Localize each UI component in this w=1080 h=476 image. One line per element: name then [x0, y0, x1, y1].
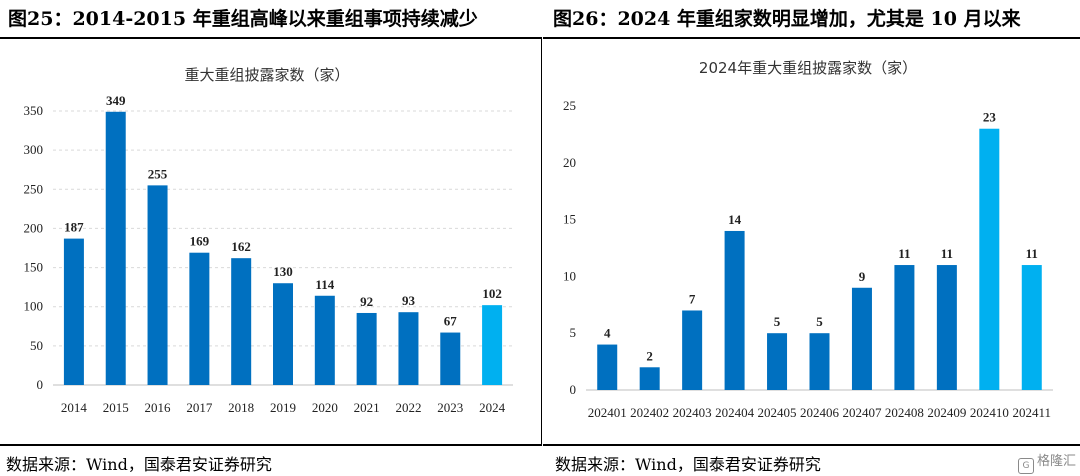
right-y-tick-label: 10: [563, 268, 576, 283]
right-x-tick-label: 202408: [885, 405, 924, 420]
left-x-tick-label: 2014: [61, 400, 88, 415]
right-top-rule: [543, 37, 1080, 39]
right-x-tick-label: 202403: [673, 405, 712, 420]
right-data-label: 4: [604, 326, 611, 341]
left-y-tick-label: 150: [24, 260, 44, 275]
right-chart-title: 2024年重大重组披露家数（家）: [699, 59, 917, 77]
left-x-tick-label: 2022: [395, 400, 421, 415]
panel-divider: [541, 37, 542, 446]
right-bar: [936, 265, 957, 390]
left-y-tick-label: 200: [24, 220, 44, 235]
right-x-tick-label: 202401: [588, 405, 627, 420]
left-bar: [398, 312, 419, 385]
left-top-rule: [0, 37, 541, 39]
left-panel: 图25：2014-2015 年重组高峰以来重组事项持续减少 重大重组披露家数（家…: [0, 8, 541, 474]
right-bar: [979, 128, 1000, 390]
right-data-label: 5: [774, 314, 781, 329]
left-bar: [189, 252, 210, 385]
right-x-tick-label: 202405: [758, 405, 797, 420]
right-y-tick-label: 20: [563, 155, 576, 170]
left-data-label: 255: [148, 166, 168, 181]
left-x-tick-label: 2015: [103, 400, 129, 415]
right-data-label: 14: [728, 212, 742, 227]
right-bottom-rule: [543, 444, 1080, 446]
left-bar: [440, 332, 461, 385]
right-y-tick-label: 0: [570, 382, 577, 397]
left-bar: [231, 258, 252, 385]
right-data-label: 11: [1026, 246, 1038, 261]
left-x-tick-label: 2020: [312, 400, 338, 415]
right-bar: [1021, 265, 1042, 390]
left-data-label: 92: [360, 294, 373, 309]
right-bar: [767, 333, 788, 390]
right-x-tick-label: 202410: [970, 405, 1009, 420]
left-y-tick-label: 0: [37, 377, 44, 392]
right-y-tick-label: 5: [570, 325, 577, 340]
left-y-tick-label: 50: [30, 338, 43, 353]
right-bar: [894, 265, 915, 390]
left-figure-heading: 图25：2014-2015 年重组高峰以来重组事项持续减少: [8, 8, 478, 30]
right-source-note: 数据来源：Wind，国泰君安证券研究: [555, 455, 821, 474]
left-x-tick-label: 2019: [270, 400, 296, 415]
watermark: G 格隆汇: [1017, 450, 1076, 474]
right-x-tick-label: 202409: [927, 405, 966, 420]
right-bar: [682, 310, 703, 390]
right-bar: [851, 287, 872, 390]
right-bar-chart: 2024年重大重组披露家数（家） 0 5 10 15 20 25 4 202401 2 202402…: [563, 59, 1053, 420]
left-bar: [356, 312, 377, 385]
left-x-tick-label: 2017: [186, 400, 213, 415]
right-bar: [639, 367, 660, 390]
left-bar: [314, 295, 335, 385]
left-data-label: 130: [273, 264, 293, 279]
left-data-label: 169: [190, 234, 210, 249]
logo-icon: G: [1017, 458, 1034, 474]
left-bar: [147, 185, 168, 385]
left-chart-title: 重大重组披露家数（家）: [184, 66, 349, 84]
left-x-tick-label: 2024: [479, 400, 506, 415]
left-x-tick-label: 2021: [354, 400, 380, 415]
right-x-tick-label: 202411: [1013, 405, 1052, 420]
left-source-note: 数据来源：Wind，国泰君安证券研究: [6, 455, 272, 474]
right-y-tick-label: 25: [563, 98, 576, 113]
left-data-label: 67: [444, 314, 458, 329]
left-y-tick-label: 300: [24, 142, 44, 157]
left-y-tick-label: 100: [24, 299, 44, 314]
left-bar-chart: 重大重组披露家数（家） 0 50 100 150 200 250 300 350 187 2014 3…: [24, 66, 513, 415]
right-panel: 图26：2024 年重组家数明显增加，尤其是 10 月以来 2024年重大重组披…: [543, 0, 1080, 476]
right-data-label: 9: [859, 269, 866, 284]
left-bar: [63, 238, 84, 385]
left-bar: [273, 283, 293, 385]
right-data-label: 7: [689, 291, 696, 306]
left-data-label: 114: [315, 277, 334, 292]
right-y-tick-label: 15: [563, 212, 576, 227]
left-data-label: 102: [482, 286, 502, 301]
left-bar: [105, 111, 126, 385]
right-bar: [809, 333, 830, 390]
left-y-tick-label: 350: [24, 103, 44, 118]
left-data-label: 93: [402, 293, 416, 308]
watermark-text: 格隆汇: [1036, 454, 1076, 469]
left-bottom-rule: [0, 444, 541, 446]
left-x-tick-label: 2016: [145, 400, 172, 415]
left-data-label: 349: [106, 93, 126, 108]
left-y-tick-label: 250: [24, 181, 44, 196]
right-x-tick-label: 202407: [842, 405, 882, 420]
right-data-label: 2: [646, 348, 653, 363]
right-bar: [724, 230, 745, 390]
right-data-label: 11: [898, 246, 910, 261]
right-x-tick-label: 202406: [800, 405, 840, 420]
right-bar: [597, 344, 618, 390]
left-data-label: 162: [231, 239, 251, 254]
right-x-tick-label: 202402: [630, 405, 669, 420]
right-data-label: 11: [941, 246, 953, 261]
right-data-label: 23: [983, 110, 997, 125]
right-figure-heading: 图26：2024 年重组家数明显增加，尤其是 10 月以来: [553, 8, 1021, 30]
right-x-tick-label: 202404: [715, 405, 755, 420]
left-x-tick-label: 2023: [437, 400, 463, 415]
left-bar: [482, 305, 503, 385]
left-x-tick-label: 2018: [228, 400, 254, 415]
right-data-label: 5: [816, 314, 823, 329]
left-data-label: 187: [64, 220, 84, 235]
